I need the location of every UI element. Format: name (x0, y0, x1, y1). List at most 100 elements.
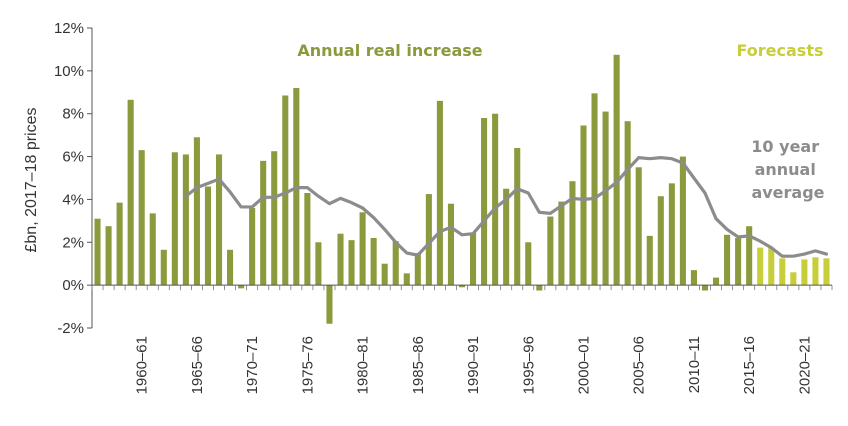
x-tick-label: 1965–66 (189, 336, 206, 394)
bar (370, 238, 377, 286)
y-tick-label: 10% (54, 63, 84, 80)
bar (359, 212, 366, 286)
bar (668, 183, 675, 286)
y-axis-title: £bn, 2017–18 prices (23, 108, 40, 253)
bar (635, 167, 642, 286)
x-ticks: 1960–61 1965–66 1970–71 1975–76 1980–81 1985–… (91, 285, 833, 394)
annotation-10-year-average: 10 year annual average (751, 137, 824, 202)
bar (569, 181, 576, 286)
annotation-annual-real-increase: Annual real increase (297, 41, 482, 60)
annotation-forecasts: Forecasts (737, 41, 824, 60)
bar (558, 201, 565, 286)
x-tick-label: 2005–06 (631, 336, 648, 394)
x-tick-label: 2010–11 (686, 336, 703, 393)
bar (193, 137, 200, 286)
bar (315, 242, 322, 286)
y-tick-label: 4% (62, 191, 84, 208)
bar (160, 249, 167, 286)
bar (525, 242, 532, 286)
bar (547, 216, 554, 286)
bar (580, 125, 587, 286)
bar (260, 160, 267, 286)
bar (127, 99, 134, 286)
average-line (184, 156, 829, 258)
bar (613, 54, 620, 286)
x-tick-label: 2000–01 (575, 336, 592, 394)
y-tick-label: -2% (57, 320, 84, 337)
bar (514, 148, 521, 286)
bar (381, 263, 388, 286)
x-tick-label: 1980–81 (355, 336, 372, 394)
y-tick-label: 0% (62, 277, 84, 294)
bar (779, 258, 786, 286)
bar (503, 188, 510, 286)
y-tick-label: 8% (62, 106, 84, 123)
bar (646, 235, 653, 286)
bar (227, 249, 234, 286)
bar (481, 118, 488, 286)
y-ticks: -2% 0% 2% 4% 6% 8% 10% 12% (54, 20, 92, 337)
bar (171, 152, 178, 286)
bar (690, 270, 697, 286)
bar (746, 226, 753, 286)
bar (182, 154, 189, 286)
x-tick-label: 2020–21 (796, 336, 813, 394)
bar (238, 285, 245, 289)
x-tick-label: 1995–96 (520, 336, 537, 394)
bar (403, 273, 410, 286)
bar (337, 233, 344, 286)
y-tick-label: 6% (62, 149, 84, 166)
bar (282, 95, 289, 286)
bar (304, 193, 311, 286)
bar (790, 272, 797, 286)
bar (458, 285, 466, 288)
bar (624, 121, 631, 286)
bar (249, 208, 256, 286)
bars (94, 54, 830, 324)
annotation-10-year-average-line3: average (751, 183, 824, 202)
bar (823, 258, 830, 286)
bar (712, 277, 720, 286)
bar (602, 111, 609, 286)
bar (326, 285, 333, 324)
x-tick-label: 1985–86 (410, 336, 427, 394)
bar (348, 240, 355, 286)
bar (215, 154, 223, 286)
bar (536, 285, 543, 291)
annotation-10-year-average-line1: 10 year (751, 137, 819, 156)
y-tick-label: 2% (62, 234, 84, 251)
bar (271, 151, 278, 286)
bar (701, 285, 709, 291)
x-tick-label: 2015–16 (741, 336, 758, 394)
x-tick-label: 1975–76 (299, 336, 316, 394)
bar (657, 196, 664, 286)
bar (94, 218, 101, 286)
bar (138, 150, 145, 286)
bar (768, 247, 775, 286)
bar (392, 241, 399, 286)
bar (149, 213, 156, 286)
bar (116, 202, 123, 286)
bar (447, 203, 454, 286)
y-tick-label: 12% (54, 20, 84, 37)
annotation-10-year-average-line2: annual (755, 160, 816, 179)
bar (204, 186, 211, 286)
bar (425, 194, 432, 286)
bar (470, 232, 477, 286)
bar (679, 156, 686, 286)
bar (724, 234, 731, 286)
x-tick-label: 1990–91 (465, 336, 482, 394)
plot-area (92, 28, 832, 328)
bar (436, 100, 443, 286)
bar (492, 113, 499, 286)
x-tick-label: 1960–61 (134, 336, 151, 394)
bar (735, 238, 742, 286)
bar (591, 93, 598, 286)
bar (105, 226, 112, 286)
bar (757, 247, 764, 286)
x-tick-label: 1970–71 (244, 336, 261, 394)
bar (414, 253, 421, 286)
bar (812, 257, 819, 286)
bar (801, 259, 808, 286)
